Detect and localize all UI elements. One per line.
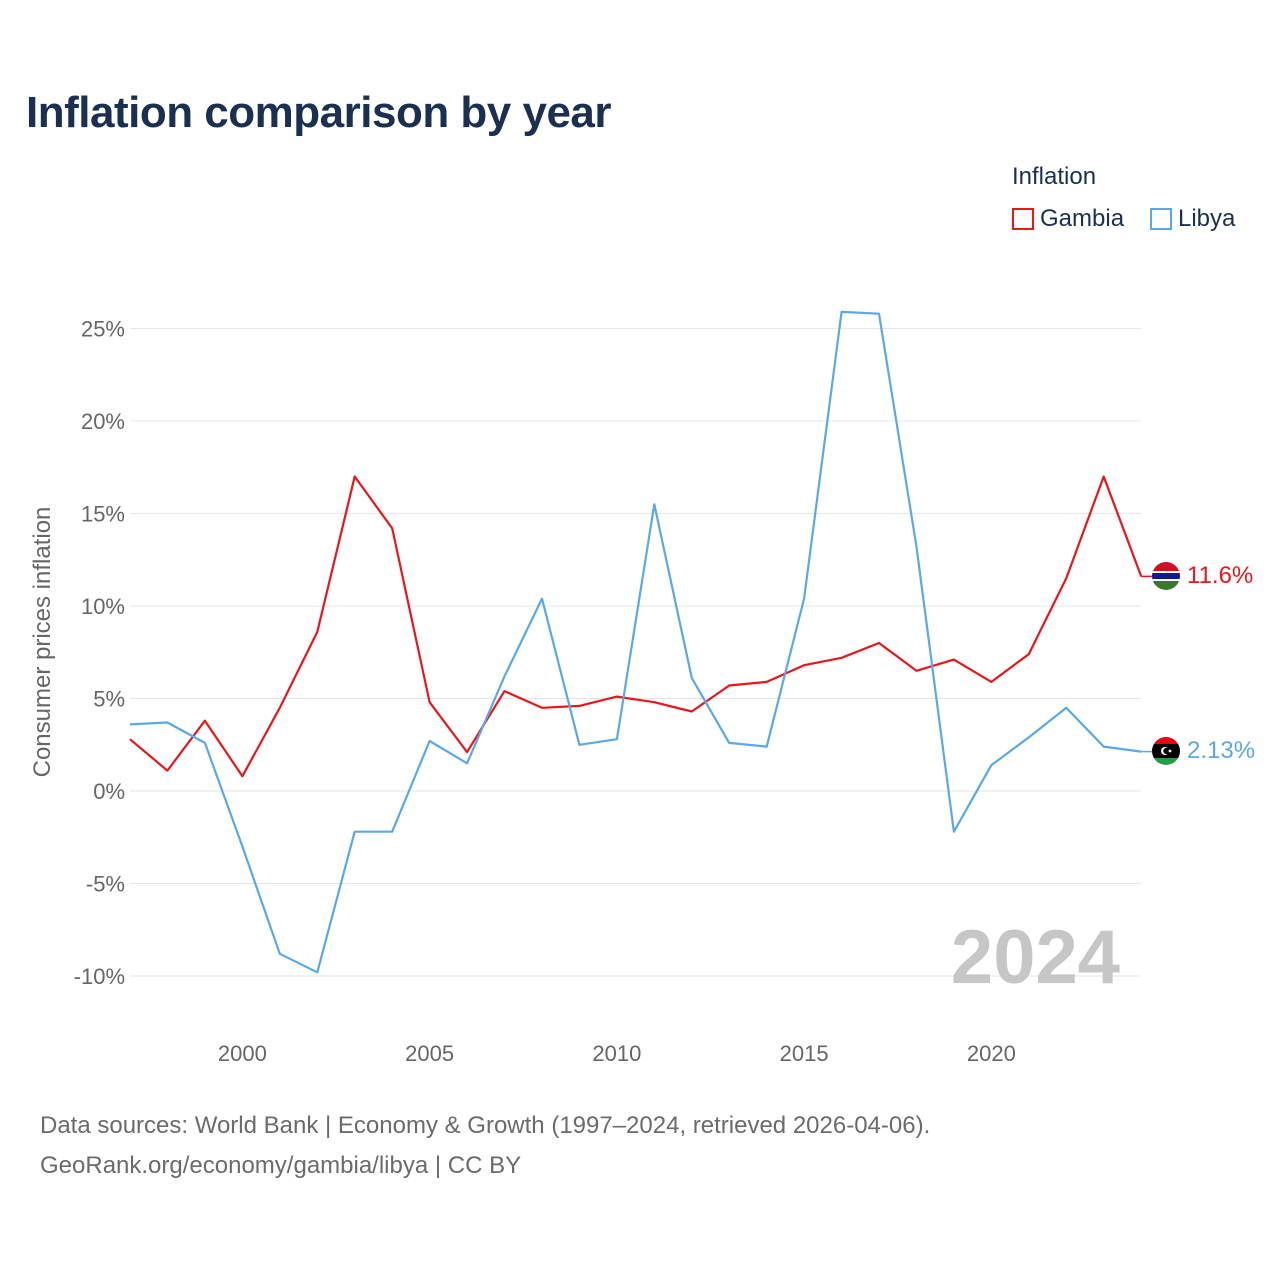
legend-label-libya: Libya xyxy=(1178,205,1236,232)
series-lines xyxy=(129,310,1152,974)
y-tick-label: -5% xyxy=(86,872,125,897)
footer: Data sources: World Bank | Economy & Gro… xyxy=(40,1106,930,1186)
y-tick-label: 15% xyxy=(81,502,125,527)
gridlines xyxy=(130,328,1141,977)
legend-title: Inflation xyxy=(1012,163,1097,190)
year-watermark: 2024 xyxy=(951,915,1120,1000)
x-axis: 2000 2005 2010 2015 2020 xyxy=(218,1041,1016,1066)
libya-end-label: 2.13% xyxy=(1187,737,1255,764)
y-axis: 25% 20% 15% 10% 5% 0% -5% -10% xyxy=(74,317,125,990)
end-markers xyxy=(1152,562,1180,765)
gambia-flag-icon xyxy=(1152,562,1180,590)
legend-item-gambia[interactable]: Gambia xyxy=(1012,205,1124,233)
x-tick-label: 2020 xyxy=(967,1041,1016,1066)
libya-flag-icon xyxy=(1152,737,1180,765)
data-source-note: Data sources: World Bank | Economy & Gro… xyxy=(40,1112,931,1139)
y-tick-label: 5% xyxy=(93,687,125,712)
series-line-gambia[interactable] xyxy=(129,475,1143,778)
series-line-libya[interactable] xyxy=(129,310,1142,974)
gambia-end-label: 11.6% xyxy=(1187,562,1253,589)
legend-swatch-libya xyxy=(1150,208,1172,230)
chart-title: Inflation comparison by year xyxy=(26,88,612,137)
x-tick-label: 2015 xyxy=(780,1041,829,1066)
y-axis-title: Consumer prices inflation xyxy=(29,507,56,778)
legend-item-libya[interactable]: Libya xyxy=(1150,205,1235,233)
y-tick-label: 0% xyxy=(93,779,125,804)
y-tick-label: 20% xyxy=(81,409,125,434)
line-chart: 25% 20% 15% 10% 5% 0% -5% -10% 2000 2005 2010 2015… xyxy=(29,310,1255,1066)
source-link[interactable]: GeoRank.org/economy/gambia/libya | CC BY xyxy=(40,1152,522,1179)
x-tick-label: 2010 xyxy=(592,1041,641,1066)
legend-swatch-gambia xyxy=(1012,208,1034,230)
y-tick-label: 10% xyxy=(81,594,125,619)
y-tick-label: -10% xyxy=(74,964,125,989)
x-tick-label: 2005 xyxy=(405,1041,454,1066)
legend-label-gambia: Gambia xyxy=(1040,205,1125,232)
x-tick-label: 2000 xyxy=(218,1041,267,1066)
y-tick-label: 25% xyxy=(81,317,125,342)
